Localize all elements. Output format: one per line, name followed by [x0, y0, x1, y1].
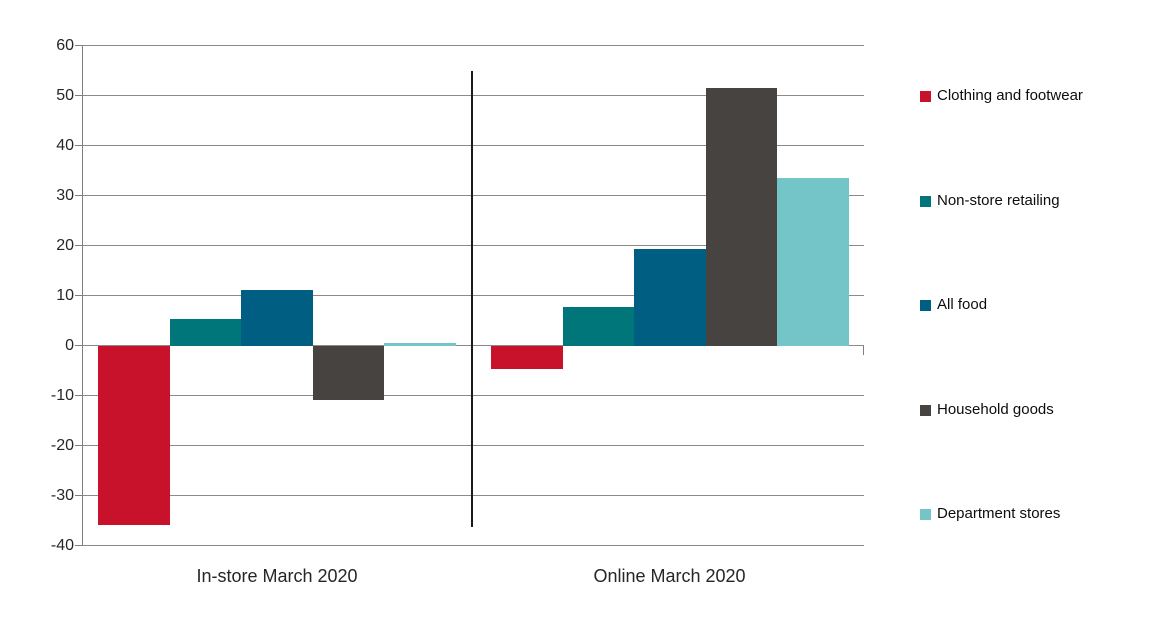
bar-household-goods	[705, 87, 777, 346]
y-axis-tick-label: 60	[56, 36, 74, 54]
legend-swatch-icon	[920, 91, 931, 102]
y-axis-tick-label: -10	[50, 386, 74, 404]
legend-swatch-icon	[920, 300, 931, 311]
gridline	[82, 545, 864, 546]
gridline	[82, 345, 864, 346]
legend-item-label: Non-store retailing	[937, 191, 1060, 209]
legend-item-label: Household goods	[937, 400, 1054, 418]
bar-all-food	[634, 248, 706, 346]
gridline	[82, 395, 864, 396]
gridline	[82, 295, 864, 296]
y-axis-line	[82, 45, 83, 546]
bar-non-store-retailing	[169, 318, 241, 346]
y-axis-tick-label: -30	[50, 486, 74, 504]
y-axis-tick	[75, 95, 82, 96]
bar-all-food	[241, 289, 313, 346]
bar-department-stores	[384, 343, 456, 346]
legend-item-label: All food	[937, 296, 988, 313]
legend-swatch-icon	[920, 509, 931, 520]
gridline	[82, 195, 864, 196]
gridline	[82, 45, 864, 46]
y-axis-tick-label: 40	[56, 136, 74, 154]
gridline	[82, 95, 864, 96]
legend-item-label: Clothing and footwear	[937, 87, 1083, 104]
bar-clothing-and-footwear	[98, 345, 170, 525]
y-axis-tick-label: 10	[56, 286, 74, 304]
y-axis-tick	[75, 395, 82, 396]
bar-non-store-retailing	[562, 306, 634, 346]
y-axis-tick-label: 50	[56, 86, 74, 104]
category-divider-line	[471, 71, 473, 527]
y-axis-tick	[75, 495, 82, 496]
bar-household-goods	[312, 345, 384, 400]
y-axis-tick	[75, 145, 82, 146]
y-axis-tick	[75, 345, 82, 346]
gridline	[82, 145, 864, 146]
category-label: Online March 2020	[593, 566, 746, 586]
legend: Clothing and footwear Non-store retailing…	[918, 0, 1158, 625]
y-axis-tick-label: 20	[56, 236, 74, 254]
y-axis-tick	[75, 45, 82, 46]
y-axis-tick	[75, 545, 82, 546]
gridline	[82, 445, 864, 446]
y-axis-tick	[75, 445, 82, 446]
y-axis-tick-label: 30	[56, 186, 74, 204]
legend-swatch-icon	[920, 195, 931, 207]
category-axis-tick	[863, 345, 864, 355]
bar-clothing-and-footwear	[491, 345, 563, 369]
y-axis-tick-label: -40	[50, 536, 74, 554]
category-label: In-store March 2020	[196, 566, 358, 586]
y-axis-tick	[75, 195, 82, 196]
legend-item-label: Department stores	[937, 505, 1061, 522]
gridline	[82, 495, 864, 496]
legend-swatch-icon	[920, 404, 931, 416]
y-axis-tick-label: 0	[65, 336, 74, 354]
y-axis-tick	[75, 245, 82, 246]
bar-department-stores	[777, 178, 849, 346]
y-axis-tick-label: -20	[50, 436, 74, 454]
y-axis-tick	[75, 295, 82, 296]
gridline	[82, 245, 864, 246]
